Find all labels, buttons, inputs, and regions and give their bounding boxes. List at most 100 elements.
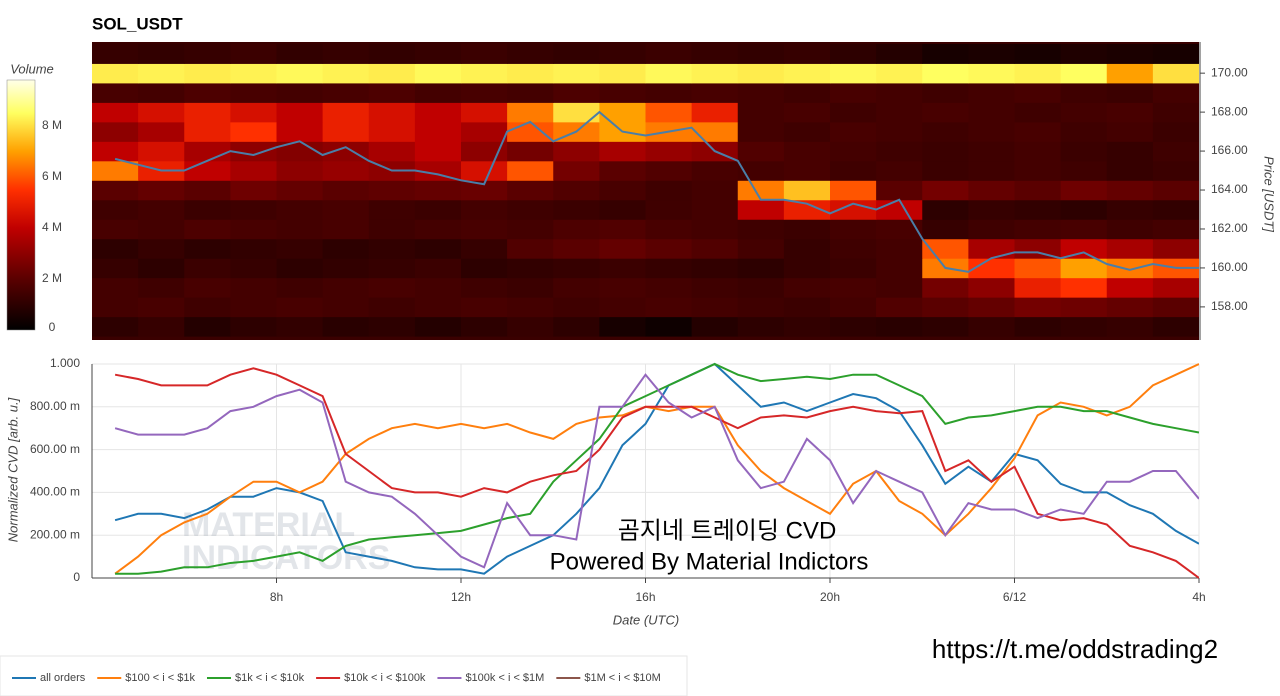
heat-cell xyxy=(553,43,600,64)
heat-cell xyxy=(553,160,600,181)
heat-cell xyxy=(461,199,508,220)
heat-cell xyxy=(184,180,231,201)
colorbar-tick-label: 4 M xyxy=(42,220,62,234)
colorbar-title: Volume xyxy=(10,61,54,76)
heat-cell xyxy=(599,63,646,84)
heat-cell xyxy=(922,121,969,142)
heat-cell xyxy=(968,160,1015,181)
heat-cell xyxy=(276,316,324,337)
heat-cell xyxy=(230,199,277,220)
heat-cell xyxy=(184,121,231,142)
heat-cell xyxy=(230,102,277,123)
heat-cell xyxy=(1014,121,1062,142)
heat-cell xyxy=(1060,238,1108,259)
y-tick-label: 158.00 xyxy=(1211,299,1248,313)
heat-cell xyxy=(876,297,923,318)
heat-cell xyxy=(1014,102,1062,123)
heat-cell xyxy=(322,63,370,84)
heat-cell xyxy=(830,121,877,142)
heat-cell xyxy=(230,160,277,181)
heat-cell xyxy=(414,316,462,337)
heat-cell xyxy=(1152,121,1199,142)
watermark: INDICATORS xyxy=(182,539,390,577)
heat-cell xyxy=(783,199,831,220)
heat-cell xyxy=(138,199,185,220)
heat-cell xyxy=(92,160,139,181)
heat-cell xyxy=(138,258,185,279)
heat-cell xyxy=(553,316,600,337)
heat-cell xyxy=(1060,160,1108,181)
colorbar-tick-label: 6 M xyxy=(42,169,62,183)
heat-cell xyxy=(830,160,877,181)
heat-cell xyxy=(276,297,324,318)
heat-cell xyxy=(92,43,139,64)
heat-cell xyxy=(691,102,739,123)
heat-cell xyxy=(737,121,785,142)
heat-cell xyxy=(553,82,600,103)
heat-cell xyxy=(1106,180,1154,201)
heat-cell xyxy=(138,82,185,103)
heat-cell xyxy=(737,102,785,123)
heat-cell xyxy=(414,63,462,84)
heat-cell xyxy=(645,258,693,279)
x-tick-label: 16h xyxy=(635,590,655,604)
heat-cell xyxy=(599,316,646,337)
heat-cell xyxy=(968,121,1015,142)
legend-label: $10k < i < $100k xyxy=(344,672,426,684)
heat-cell xyxy=(1106,277,1154,298)
heat-cell xyxy=(507,102,554,123)
heat-cell xyxy=(737,316,785,337)
heat-cell xyxy=(783,160,831,181)
heat-cell xyxy=(184,219,231,240)
heat-cell xyxy=(737,277,785,298)
heat-cell xyxy=(1106,121,1154,142)
y-tick-label: 170.00 xyxy=(1211,65,1248,79)
heat-cell xyxy=(599,258,646,279)
heat-cell xyxy=(1106,316,1154,337)
heat-cell xyxy=(830,199,877,220)
heat-cell xyxy=(461,258,508,279)
heat-cell xyxy=(922,180,969,201)
heat-cell xyxy=(830,43,877,64)
heat-cell xyxy=(645,63,693,84)
heat-cell xyxy=(783,141,831,162)
heat-cell xyxy=(230,277,277,298)
y-tick-label: 160.00 xyxy=(1211,260,1248,274)
heat-cell xyxy=(414,121,462,142)
heat-cell xyxy=(1106,238,1154,259)
heat-cell xyxy=(553,141,600,162)
heat-cell xyxy=(645,219,693,240)
heat-cell xyxy=(553,180,600,201)
heat-cell xyxy=(276,219,324,240)
heat-cell xyxy=(414,160,462,181)
heat-cell xyxy=(276,43,324,64)
heat-cell xyxy=(553,63,600,84)
heat-cell xyxy=(599,297,646,318)
heat-cell xyxy=(876,199,923,220)
heat-cell xyxy=(1014,160,1062,181)
heat-cell xyxy=(876,43,923,64)
legend-label: $1M < i < $10M xyxy=(584,672,660,684)
heat-cell xyxy=(461,316,508,337)
heat-cell xyxy=(922,199,969,220)
y-axis-label: Price [USDT] xyxy=(1262,156,1277,232)
heat-cell xyxy=(507,180,554,201)
heat-cell xyxy=(368,121,416,142)
heat-cell xyxy=(1014,238,1062,259)
heat-cell xyxy=(368,297,416,318)
heat-cell xyxy=(414,82,462,103)
heat-cell xyxy=(553,258,600,279)
heat-cell xyxy=(368,238,416,259)
heat-cell xyxy=(230,219,277,240)
heat-cell xyxy=(830,238,877,259)
heat-cell xyxy=(92,199,139,220)
heat-cell xyxy=(1152,82,1199,103)
heat-cell xyxy=(783,63,831,84)
heat-cell xyxy=(138,141,185,162)
heat-cell xyxy=(1152,43,1199,64)
heat-cell xyxy=(368,199,416,220)
heat-cell xyxy=(553,277,600,298)
heat-cell xyxy=(507,316,554,337)
heat-cell xyxy=(968,219,1015,240)
